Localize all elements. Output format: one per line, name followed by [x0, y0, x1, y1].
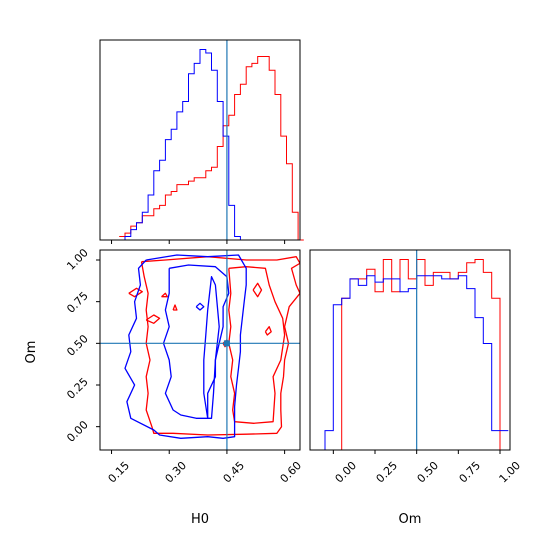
axes-frame — [99, 249, 301, 451]
x-tick-labels-om: 0.00 0.25 0.50 0.75 1.00 — [333, 459, 524, 486]
y-axis-label-om: Om — [24, 341, 39, 364]
blue-histogram-series — [119, 49, 247, 241]
x-tick-label-h0: 0.45 — [221, 459, 248, 486]
x-tick-label-om: 0.50 — [415, 459, 442, 486]
blue-contour-line — [195, 302, 205, 311]
x-tick-label-om: 1.00 — [497, 459, 524, 486]
red-contour-line — [252, 282, 263, 298]
blue-histogram-series — [316, 275, 509, 451]
red-contour-line — [172, 304, 178, 311]
h0-histogram-panel — [99, 39, 304, 244]
axes-frame — [309, 249, 511, 451]
x-axis-label-om: Om — [399, 512, 422, 527]
blue-contour-line — [162, 264, 230, 419]
y-tick-label-om: 0.25 — [64, 375, 91, 402]
red-contour-line — [128, 287, 143, 298]
blue-contour-line — [124, 254, 247, 439]
contour-group — [124, 254, 300, 439]
red-contour-line — [145, 314, 161, 324]
x-tick-label-h0: 0.15 — [106, 459, 133, 486]
y-tick-label-om: 1.00 — [64, 246, 91, 273]
x-tick-label-om: 0.00 — [333, 459, 360, 486]
axes-frame — [99, 39, 301, 241]
y-tick-label-om: 0.50 — [64, 332, 91, 359]
x-tick-label-om: 0.75 — [457, 459, 484, 486]
red-histogram-series — [119, 56, 304, 241]
blue-contour-line — [203, 276, 220, 419]
x-tick-label-om: 0.25 — [374, 459, 401, 486]
x-tick-label-h0: 0.30 — [163, 459, 190, 486]
x-tick-label-h0: 0.60 — [278, 459, 305, 486]
y-tick-labels-om: 0.00 0.25 0.50 0.75 1.00 — [64, 246, 91, 445]
x-tick-labels-h0: 0.15 0.30 0.45 0.60 — [106, 459, 305, 486]
y-tick-label-om: 0.00 — [64, 418, 91, 445]
red-contour-line — [264, 326, 272, 336]
om-histogram-panel — [309, 249, 511, 454]
red-contour-line — [161, 292, 168, 298]
truth-marker — [223, 340, 230, 347]
red-contour-line — [228, 266, 286, 424]
om-vs-h0-contour-panel — [96, 249, 301, 454]
red-contour-line — [140, 256, 300, 436]
x-axis-label-h0: H0 — [191, 512, 209, 527]
y-tick-label-om: 0.75 — [64, 289, 91, 316]
